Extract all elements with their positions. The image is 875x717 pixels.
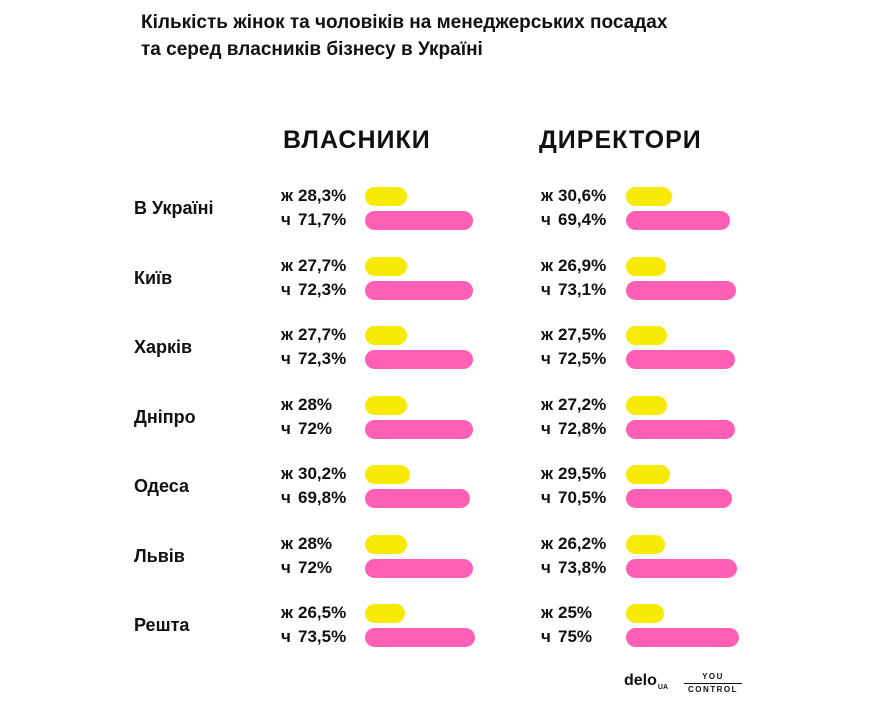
value-label: 26,2% [558, 533, 607, 553]
sex-label: ч [281, 418, 291, 438]
region-label: Харків [134, 337, 193, 357]
bar-men [626, 558, 737, 578]
bar-women [626, 187, 672, 206]
bar-women [626, 395, 667, 415]
value-label: 72,3% [298, 349, 347, 368]
value-label: 69,4% [558, 210, 607, 229]
value-label: 72% [298, 418, 333, 438]
bar-men [365, 628, 475, 647]
value-label: 28% [298, 394, 333, 414]
sex-label: ж [281, 325, 294, 344]
sex-label: ч [541, 418, 551, 438]
value-label: 27,7% [298, 325, 347, 344]
bar-men [365, 558, 473, 578]
chart-title: Кількість жінок та чоловіків на менеджер… [141, 9, 781, 63]
sex-label: ч [541, 279, 551, 299]
value-label: 27,5% [558, 325, 607, 344]
value-label: 73,5% [298, 627, 347, 646]
value-label: 72,5% [558, 349, 607, 368]
sex-label: ж [541, 464, 554, 483]
bar-women [365, 187, 407, 206]
sex-label: ч [281, 627, 291, 646]
sex-label: ч [541, 557, 551, 577]
region-label: Дніпро [134, 406, 196, 427]
bar-women [365, 256, 407, 276]
sex-label: ж [541, 533, 554, 553]
sex-label: ч [541, 627, 551, 646]
bar-men [365, 280, 473, 300]
sex-label: ч [541, 488, 551, 507]
value-label: 29,5% [558, 464, 607, 483]
bar-men [365, 211, 473, 230]
sex-label: ж [541, 255, 554, 275]
column-header: ДИРЕКТОРИ [539, 126, 702, 154]
value-label: 75% [558, 627, 593, 646]
sex-label: ч [281, 279, 291, 299]
bar-women [626, 256, 666, 276]
bar-men [626, 350, 735, 369]
sex-label: ч [541, 349, 551, 368]
region-label: Решта [134, 615, 190, 635]
value-label: 72,3% [298, 279, 347, 299]
bar-women [626, 465, 670, 484]
sex-label: ж [541, 603, 554, 622]
value-label: 28,3% [298, 186, 347, 205]
value-label: 26,9% [558, 255, 607, 275]
value-label: 72% [298, 557, 333, 577]
bar-women [365, 604, 405, 623]
sex-label: ч [281, 210, 291, 229]
value-label: 28% [298, 533, 333, 553]
value-label: 30,2% [298, 464, 347, 483]
value-label: 27,7% [298, 255, 347, 275]
value-label: 27,2% [558, 394, 607, 414]
value-label: 72,8% [558, 418, 607, 438]
column-header: ВЛАСНИКИ [283, 126, 431, 154]
region-label: В Україні [134, 198, 214, 218]
bar-women [626, 534, 665, 554]
bar-men [365, 350, 473, 369]
sex-label: ч [281, 349, 291, 368]
sex-label: ж [281, 533, 294, 553]
sex-label: ж [281, 255, 294, 275]
value-label: 25% [558, 603, 593, 622]
sex-label: ж [541, 394, 554, 414]
region-label: Львів [134, 545, 185, 566]
bar-women [626, 326, 667, 345]
sex-label: ж [541, 325, 554, 344]
sex-label: ж [281, 464, 294, 483]
sex-label: ч [281, 488, 291, 507]
bar-women [626, 604, 664, 623]
value-label: 73,8% [558, 557, 607, 577]
sex-label: ч [281, 557, 291, 577]
bar-men [626, 211, 730, 230]
bar-men [365, 419, 473, 439]
sex-label: ж [281, 186, 294, 205]
bar-women [365, 465, 410, 484]
value-label: 30,6% [558, 186, 607, 205]
value-label: 70,5% [558, 488, 607, 507]
region-label: Київ [134, 267, 173, 288]
bar-men [626, 419, 735, 439]
value-label: 73,1% [558, 279, 607, 299]
bar-women [365, 326, 407, 345]
bar-men [626, 280, 736, 300]
sex-label: ж [541, 186, 554, 205]
value-label: 71,7% [298, 210, 347, 229]
chart-title-line-1: Кількість жінок та чоловіків на менеджер… [141, 12, 668, 33]
sex-label: ч [541, 210, 551, 229]
sex-label: ж [281, 394, 294, 414]
sex-label: ж [281, 603, 294, 622]
chart-title-line-2: та серед власників бізнесу в Україні [141, 39, 483, 60]
bar-men [626, 628, 739, 647]
bar-women [365, 534, 407, 554]
value-label: 69,8% [298, 488, 347, 507]
delo-logo: deloUA [624, 672, 669, 692]
bar-men [365, 489, 470, 508]
bar-women [365, 395, 407, 415]
region-label: Одеса [134, 476, 189, 496]
value-label: 26,5% [298, 603, 347, 622]
youcontrol-logo: YOU CONTROL [684, 672, 742, 695]
bar-men [626, 489, 732, 508]
